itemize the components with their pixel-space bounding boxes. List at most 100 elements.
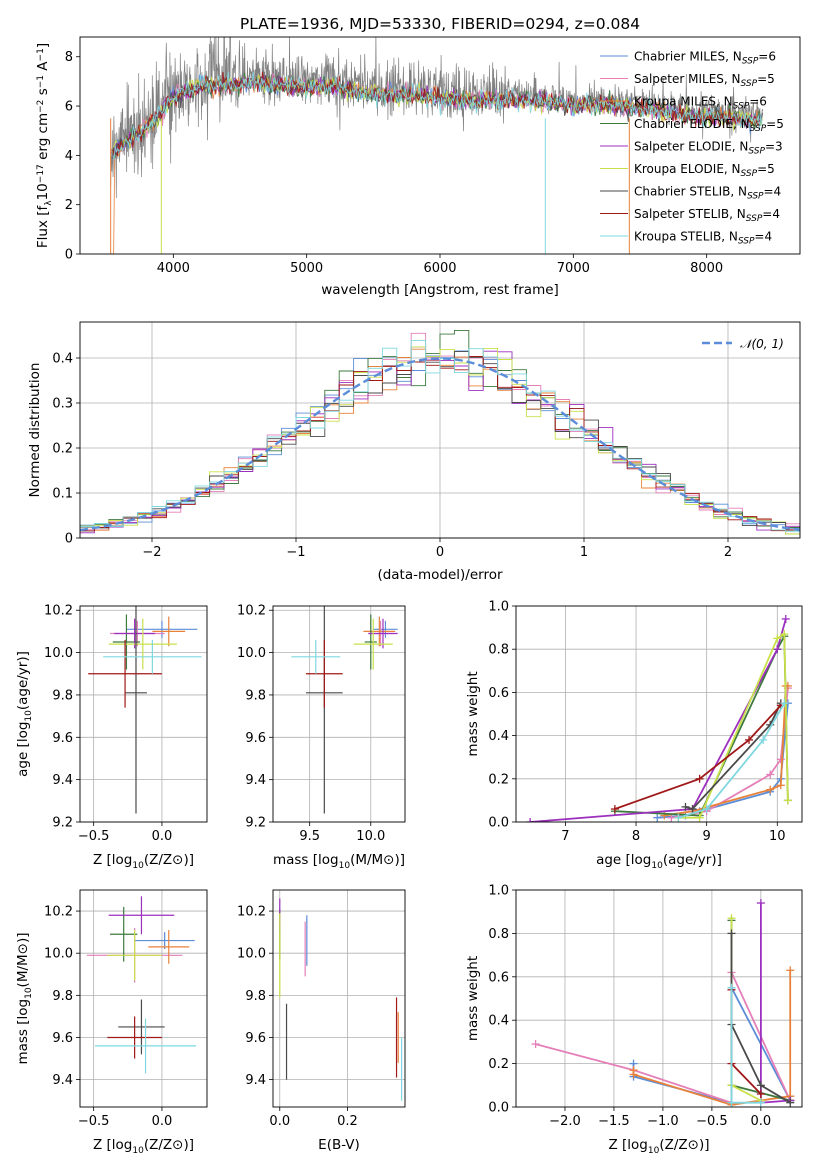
y-tick-label: 10.2: [237, 905, 266, 920]
axis-label-main: mass [log: [15, 999, 31, 1065]
axis-label-rest: (M/M⊙)]: [350, 852, 405, 868]
x-tick-label: 2: [724, 545, 732, 560]
x-tick-label: −0.5: [696, 1114, 728, 1129]
axis-label: Z [log10(Z/Z⊙)]: [93, 1137, 194, 1156]
weight-marker: [766, 785, 775, 794]
legend-label-8: Kroupa STELIB, NSSP=4: [634, 230, 772, 247]
weight-marker: [759, 735, 768, 744]
legend-text: Chabrier STELIB, N: [634, 185, 747, 199]
legend-sub: SSP: [742, 57, 759, 67]
axes-frame: [79, 321, 801, 539]
legend-label-4: Salpeter ELODIE, NSSP=3: [634, 140, 783, 157]
weight-marker: [681, 802, 690, 811]
legend-sub: SSP: [733, 102, 750, 112]
weight-marker: [727, 914, 736, 923]
legend-text: Kroupa MILES, N: [634, 95, 733, 109]
figure-title: PLATE=1936, MJD=53330, FIBERID=0294, z=0…: [240, 15, 640, 33]
axis-label-sub: 10: [24, 710, 34, 722]
y-tick-label: 10.0: [237, 947, 266, 962]
weight-marker: [727, 929, 736, 938]
y-tick-label: 10.0: [237, 646, 266, 661]
y-tick-label: 0.6: [488, 686, 509, 701]
y-tick-label: 9.6: [245, 1031, 266, 1046]
y-tick-label: 0.8: [488, 927, 509, 942]
y-tick-label: 10.2: [44, 905, 73, 920]
x-tick-label: 6000: [423, 261, 456, 276]
legend-label-1: Salpeter MILES, NSSP=5: [634, 72, 775, 89]
weight-marker: [727, 983, 736, 992]
ylabel-part: Flux [f: [35, 204, 51, 248]
legend-text: Salpeter MILES, N: [634, 72, 741, 86]
ylabel-part: −1: [36, 75, 46, 88]
x-tick-label: 1: [580, 545, 588, 560]
y-tick-label: 0.4: [52, 352, 73, 367]
axes-frame: [272, 605, 406, 823]
y-tick-label: 9.6: [52, 1031, 73, 1046]
axis-label-sub: 10: [132, 861, 144, 871]
weight-marker: [786, 1098, 795, 1107]
y-tick-label: 0.2: [488, 772, 509, 787]
legend-sub: SSP: [746, 214, 763, 224]
weight-marker: [688, 805, 697, 814]
weight-marker: [745, 735, 754, 744]
y-tick-label: 0.0: [488, 1101, 509, 1116]
axis-label-main: mass [log: [273, 852, 339, 868]
x-tick-label: 7: [561, 829, 569, 844]
legend-sub: SSP: [741, 79, 758, 89]
legend-text: Salpeter ELODIE, N: [634, 140, 748, 154]
weight-marker: [773, 645, 782, 654]
weight-line-7: [614, 704, 782, 810]
x-tick-label: 5000: [290, 261, 323, 276]
y-tick-label: 9.8: [52, 989, 73, 1004]
ylabel-part: 10: [35, 183, 51, 200]
axis-label: Z [log10(Z/Z⊙)]: [608, 1137, 709, 1156]
weight-marker: [780, 699, 789, 708]
legend-text: Kroupa ELODIE, N: [634, 162, 741, 176]
axis-label-sub: 10: [339, 861, 351, 871]
y-tick-label: 9.6: [245, 731, 266, 746]
weight-marker: [695, 813, 704, 822]
weight-marker: [695, 774, 704, 783]
ylabel-part: erg cm: [35, 113, 51, 164]
y-tick-label: 9.2: [52, 816, 73, 831]
legend-text: Chabrier ELODIE, N: [634, 117, 750, 131]
axis-label-rest: (age/yr)]: [663, 852, 722, 868]
legend-suffix: =3: [765, 140, 783, 154]
weight-marker: [781, 614, 790, 623]
x-tick-label: 0: [436, 545, 444, 560]
panel-mass_vs_Z: −0.5 0.09.49.69.810.010.2Z [log10(Z/Z⊙)]m…: [15, 889, 208, 1156]
x-tick-label: 9.5: [299, 829, 320, 844]
y-tick-label: 4: [65, 149, 73, 164]
plot-area-age_vs_mass: [291, 606, 398, 814]
x-tick-label: 0.2: [337, 1114, 358, 1129]
x-tick-label: −1: [286, 545, 305, 560]
axis-label-sub: 10: [648, 1146, 660, 1156]
legend-suffix: =5: [757, 72, 775, 86]
y-tick-label: 9.4: [52, 1073, 73, 1088]
axis-label-rest: (Z/Z⊙)]: [659, 1137, 709, 1153]
x-tick-label: 8000: [690, 261, 723, 276]
axis-label: Z [log10(Z/Z⊙)]: [93, 852, 194, 871]
legend-label-6: Chabrier STELIB, NSSP=4: [634, 185, 781, 202]
axis-label-sub: 10: [24, 987, 34, 999]
spectrum-model-line-7: [112, 71, 763, 157]
axis-label: mass [log10(M/M⊙)]: [15, 932, 34, 1064]
axis-label: age [log10(age/yr)]: [15, 651, 34, 777]
weight-ylabel: mass weight: [465, 956, 481, 1041]
y-tick-label: 8: [65, 50, 73, 65]
axis-label-main: age [log: [15, 722, 31, 777]
y-tick-label: 10.2: [44, 604, 73, 619]
plot-area-weight_vs_age: [526, 614, 792, 822]
x-tick-label: 0.0: [152, 1114, 173, 1129]
legend-text: Chabrier MILES, N: [634, 50, 742, 64]
legend-suffix: =6: [749, 95, 767, 109]
y-tick-label: 0.0: [488, 816, 509, 831]
plot-area-residuals: [80, 329, 800, 536]
residuals-ylabel: Normed distribution: [27, 363, 43, 498]
weight-line-8: [678, 702, 786, 819]
weight-marker: [773, 634, 782, 643]
plot-area-mass_vs_Z: [86, 896, 197, 1074]
y-tick-label: 9.8: [245, 688, 266, 703]
reference-legend-label: 𝒩(0, 1): [740, 337, 784, 351]
